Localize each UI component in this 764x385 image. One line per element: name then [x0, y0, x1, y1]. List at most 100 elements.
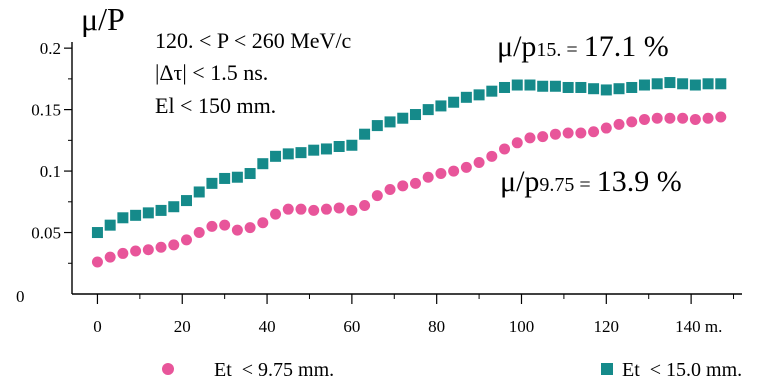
data-point-circle [689, 113, 701, 125]
data-point-square [562, 81, 574, 93]
data-point-circle [384, 184, 396, 196]
data-point-square [486, 85, 498, 97]
data-point-circle [308, 204, 320, 216]
data-point-square [295, 147, 307, 159]
data-point-circle [142, 244, 154, 256]
data-point-circle [359, 199, 371, 211]
x-ticks: 0 20 40 60 80 100 120 140 m. [93, 294, 735, 336]
data-point-square [180, 195, 192, 207]
data-point-square [104, 219, 116, 231]
cut-momentum: 120. < P < 260 MeV/c [155, 28, 352, 53]
data-point-circle [295, 203, 307, 215]
y-tick-label: 0.05 [31, 224, 61, 243]
data-point-circle [664, 112, 676, 124]
data-point-circle [600, 122, 612, 134]
data-point-square [549, 80, 561, 92]
cut-time: |Δτ| < 1.5 ns. [155, 60, 268, 85]
data-point-circle [460, 161, 472, 173]
data-point-circle [524, 132, 536, 144]
data-point-circle [180, 234, 192, 246]
data-point-square [499, 81, 511, 93]
data-point-square [397, 112, 409, 124]
data-point-circle [130, 245, 142, 257]
data-point-circle [282, 203, 294, 215]
data-point-circle [371, 190, 383, 202]
data-point-square [257, 158, 269, 170]
data-point-square [473, 89, 485, 101]
data-point-square [664, 77, 676, 89]
data-point-circle [715, 111, 727, 123]
data-point-square [244, 168, 256, 180]
data-point-circle [638, 113, 650, 125]
data-point-circle [409, 177, 421, 189]
data-point-circle [588, 126, 600, 138]
data-point-circle [244, 222, 256, 234]
y-origin-label: 0 [16, 287, 25, 306]
x-tick-label: 0 [93, 317, 102, 336]
data-point-square [359, 128, 371, 140]
data-point-square [575, 81, 587, 93]
data-point-square [422, 104, 434, 116]
data-point-circle [270, 208, 282, 220]
data-point-square [588, 83, 600, 95]
legend-marker-975mm [162, 363, 174, 375]
annotation-15mm: μ/p15. = 17.1 % [497, 30, 669, 63]
data-point-square [142, 207, 154, 219]
data-point-circle [320, 203, 332, 215]
data-point-circle [104, 251, 116, 263]
data-point-circle [448, 165, 460, 177]
legend-label-15mm: Et < 15.0 mm. [622, 359, 742, 381]
data-point-circle [499, 143, 511, 155]
data-point-square [206, 177, 218, 189]
x-tick-label: 120 [594, 317, 620, 336]
series-et-975mm [91, 111, 727, 268]
data-point-square [715, 78, 727, 90]
y-tick-label: 0.15 [31, 101, 61, 120]
data-point-circle [231, 224, 243, 236]
data-point-square [409, 109, 421, 121]
data-point-square [168, 201, 180, 213]
data-point-circle [651, 112, 663, 124]
series-et-15mm [91, 77, 727, 239]
data-point-square [677, 78, 689, 90]
data-point-square [346, 139, 358, 151]
data-point-circle [702, 112, 714, 124]
data-point-square [613, 83, 625, 95]
data-point-circle [397, 180, 409, 192]
data-point-square [511, 79, 523, 91]
cut-el: El < 150 mm. [155, 93, 276, 118]
data-point-square [384, 116, 396, 128]
data-point-circle [333, 202, 345, 214]
legend-label-975mm: Et < 9.75 mm. [214, 359, 334, 381]
data-point-square [371, 120, 383, 132]
x-tick-label: 80 [428, 317, 445, 336]
data-point-circle [677, 112, 689, 124]
data-point-circle [91, 256, 103, 268]
data-point-square [651, 78, 663, 90]
data-point-square [117, 212, 129, 224]
data-point-square [626, 81, 638, 93]
legend-marker-15mm [601, 363, 613, 375]
data-point-circle [155, 241, 167, 253]
data-point-circle [257, 217, 269, 229]
data-point-square [91, 227, 103, 239]
data-point-circle [562, 127, 574, 139]
data-point-square [270, 150, 282, 162]
data-point-square [460, 91, 472, 103]
data-point-square [435, 100, 447, 112]
data-point-circle [206, 220, 218, 232]
y-tick-label: 0.1 [40, 162, 61, 181]
data-point-circle [486, 150, 498, 162]
data-point-circle [219, 219, 231, 231]
data-point-circle [549, 128, 561, 140]
data-point-circle [422, 171, 434, 183]
y-axis-label: μ/P [81, 1, 125, 37]
annotation-975mm: μ/p9.75 = 13.9 % [500, 165, 682, 198]
x-tick-label: 100 [509, 317, 535, 336]
data-point-square [689, 79, 701, 91]
data-point-square [155, 204, 167, 216]
data-point-square [333, 140, 345, 152]
data-point-circle [435, 168, 447, 180]
data-point-square [702, 78, 714, 90]
x-tick-label: 20 [174, 317, 191, 336]
